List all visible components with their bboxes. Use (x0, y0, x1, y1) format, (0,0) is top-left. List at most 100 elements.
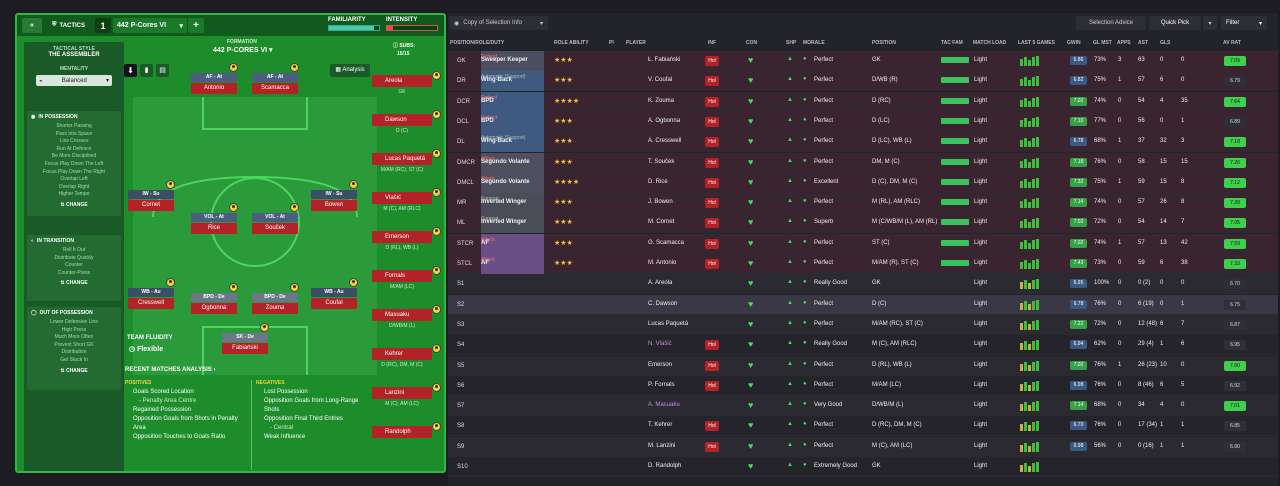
sub-player[interactable]: Kehrer D (RC), DM, M (C) (372, 348, 432, 368)
pitch-player[interactable]: SK - De Fabiański (222, 333, 268, 365)
pitch-player[interactable]: WB - Au Cresswell (128, 288, 174, 320)
tactic-slot[interactable]: 1 (95, 18, 111, 33)
view-select[interactable]: ◉ Copy of Selection Info ▾ (449, 16, 548, 30)
player-row[interactable]: S4 N. Vlašić Hol ♥ ▲ ● Really Good M (C), AM (R… (448, 335, 1278, 356)
column-header[interactable]: MATCH LOAD (973, 40, 1007, 46)
row-role[interactable]: Sweeper Keeper Defend (481, 51, 544, 71)
selection-advice-button[interactable]: Selection Advice (1076, 16, 1146, 30)
pitch-player[interactable]: AF - At Antonio (191, 73, 237, 105)
player-name[interactable]: Emerson (648, 361, 673, 368)
column-header[interactable]: CON (746, 40, 758, 46)
pitch-player[interactable]: IW - Su Bowen (311, 190, 357, 222)
filter-button[interactable]: Filter ▾ (1221, 16, 1267, 30)
sub-player[interactable]: Dawson D (C) (372, 114, 432, 134)
pitch-player[interactable]: IW - Su Cornet (128, 190, 174, 222)
pitch-player[interactable]: BPD - De Ogbonna (191, 293, 237, 325)
sub-player[interactable]: Lanzini M (C), AM (LC) (372, 387, 432, 407)
download-icon[interactable]: ⬇ (124, 64, 137, 77)
player-name[interactable]: D. Randolph (648, 463, 682, 469)
player-row[interactable]: S3 Lucas Paquetá ♥ ▲ ● Perfect M/AM (RC), ST (… (448, 314, 1278, 335)
player-row[interactable]: S6 P. Fornals Hol ♥ ▲ ● Perfect M/AM (LC) Light 6… (448, 375, 1278, 396)
row-role[interactable]: Inverted Winger Support (481, 193, 544, 214)
column-header[interactable]: AV RAT (1223, 40, 1241, 46)
formation-select[interactable]: 442 P-CORES VI ▾ (213, 47, 273, 54)
column-header[interactable]: GWIN (1067, 40, 1081, 46)
column-header[interactable]: TAC FAM (941, 40, 963, 46)
column-header[interactable]: SHP (786, 40, 797, 46)
player-name[interactable]: P. Fornals (648, 381, 675, 388)
stats-icon[interactable]: ▮ (140, 64, 153, 77)
row-role[interactable]: Segundo Volante Attack (481, 152, 544, 173)
column-header[interactable]: APPS (1117, 40, 1131, 46)
player-row[interactable]: DCR BPD Defend ★★★★ K. Zouma Hol ♥ ▲ ● Perfect D (… (448, 91, 1278, 112)
player-row[interactable]: DCL BPD Defend ★★★ A. Ogbonna Hol ♥ ▲ ● Perfect D … (448, 111, 1278, 132)
pitch-player[interactable]: BPD - De Zouma (252, 293, 298, 325)
player-name[interactable]: M. Lanzini (648, 442, 676, 449)
column-header[interactable]: GLS (1160, 40, 1171, 46)
quick-pick-button[interactable]: Quick Pick (1149, 16, 1201, 30)
player-name[interactable]: M. Antonio (648, 260, 677, 266)
player-name[interactable]: A. Ogbonna (648, 117, 681, 124)
row-role[interactable]: BPD Defend (481, 91, 544, 112)
player-name[interactable]: A. Areola (648, 280, 673, 287)
sub-player[interactable]: Randolph (372, 426, 432, 440)
quick-pick-dropdown[interactable]: ▾ (1203, 16, 1217, 30)
player-name[interactable]: K. Zouma (648, 97, 675, 104)
out-of-possession-change-button[interactable]: ⇅ CHANGE (60, 367, 88, 374)
player-row[interactable]: DMCL Segundo Volante Attack ★★★★ D. Rice Hol ♥… (448, 172, 1278, 193)
analysis-button[interactable]: ▦ Analysis (330, 64, 370, 77)
sub-player[interactable]: Masuaku D/WB/M (L) (372, 309, 432, 329)
row-role[interactable]: Wing-Back Automatic (Support) (481, 71, 544, 92)
player-name[interactable]: D. Rice (648, 178, 668, 185)
row-role[interactable]: Wing-Back Automatic (Support) (481, 132, 544, 153)
player-name[interactable]: V. Coufal (648, 77, 673, 84)
sub-player[interactable]: Areola GK (372, 75, 432, 95)
player-name[interactable]: T. Kehrer (648, 422, 673, 429)
mentality-select[interactable]: ◒ Balanced ▾ (36, 75, 112, 86)
player-row[interactable]: STCR AF Attack ★★★ G. Scamacca Hol ♥ ▲ ● Perfect S… (448, 233, 1278, 254)
player-row[interactable]: ML Inverted Winger Support ★★★ M. Cornet Hol ♥… (448, 213, 1278, 234)
instructions-icon[interactable]: ▤ (156, 64, 169, 77)
player-name[interactable]: C. Dawson (648, 300, 678, 307)
player-row[interactable]: GK Sweeper Keeper Defend ★★★ Ł. Fabiański Hol… (448, 51, 1278, 71)
player-name[interactable]: M. Cornet (648, 219, 675, 226)
sub-player[interactable]: Fornals M/AM (LC) (372, 270, 432, 290)
column-header[interactable]: POSITION (872, 40, 896, 46)
column-header[interactable]: PLAYER (626, 40, 646, 46)
row-role[interactable]: Inverted Winger Support (481, 213, 544, 234)
player-row[interactable]: S5 Emerson Hol ♥ ▲ ● Perfect D (RL), WB (L) Ligh… (448, 355, 1278, 376)
column-header[interactable]: POSITION/ROLE/DUTY (450, 40, 505, 46)
column-header[interactable]: ROLE ABILITY (554, 40, 589, 46)
tactical-style-value[interactable]: THE ASSEMBLER (48, 52, 100, 58)
row-role[interactable]: AF Attack (481, 233, 544, 254)
player-name[interactable]: A. Masuaku (648, 402, 680, 409)
pitch-player[interactable]: VOL - At Souček (252, 213, 298, 245)
column-header[interactable]: INF (708, 40, 717, 46)
recent-matches-title[interactable]: RECENT MATCHES ANALYSIS › (125, 367, 216, 373)
player-name[interactable]: N. Vlašić (648, 341, 672, 348)
player-row[interactable]: S10 D. Randolph ♥ ▲ ● Extremely Good GK Light (448, 457, 1278, 477)
player-row[interactable]: MR Inverted Winger Support ★★★ J. Bowen Hol ♥ ▲… (448, 193, 1278, 214)
player-row[interactable]: STCL AF Attack ★★★ M. Antonio Hol ♥ ▲ ● Perfect M/… (448, 254, 1278, 274)
row-role[interactable]: AF Attack (481, 254, 544, 274)
player-name[interactable]: A. Cresswell (648, 138, 682, 145)
player-row[interactable]: DR Wing-Back Automatic (Support) ★★★ V. Couf… (448, 71, 1278, 92)
player-row[interactable]: S7 A. Masuaku ♥ ▲ ● Very Good D/WB/M (L) Light 7… (448, 396, 1278, 417)
player-name[interactable]: J. Bowen (648, 199, 673, 206)
player-row[interactable]: S8 T. Kehrer Hol ♥ ▲ ● Perfect D (RC), DM, M (C… (448, 416, 1278, 437)
player-name[interactable]: Lucas Paquetá (648, 320, 689, 327)
player-row[interactable]: DL Wing-Back Automatic (Support) ★★★ A. Cres… (448, 132, 1278, 153)
column-header[interactable]: GL MST (1093, 40, 1112, 46)
column-header[interactable]: MORALE (803, 40, 825, 46)
pitch-player[interactable]: VOL - At Rice (191, 213, 237, 245)
column-header[interactable]: PI (609, 40, 614, 46)
player-row[interactable]: S9 M. Lanzini Hol ♥ ▲ ● Perfect M (C), AM (LC) L… (448, 436, 1278, 457)
column-header[interactable]: AST (1138, 40, 1148, 46)
row-role[interactable]: BPD Defend (481, 111, 544, 132)
sub-player[interactable]: Lucas Paquetá M/AM (RC), ST (C) (372, 153, 432, 173)
tactic-select[interactable]: 442 P-Cores VI ▾ (113, 18, 187, 33)
sub-player[interactable]: Vlašić M (C), AM (RLC) (372, 192, 432, 212)
player-name[interactable]: G. Scamacca (648, 239, 685, 246)
sub-player[interactable]: Emerson D (RL), WB (L) (372, 231, 432, 251)
in-possession-change-button[interactable]: ⇅ CHANGE (60, 201, 88, 208)
